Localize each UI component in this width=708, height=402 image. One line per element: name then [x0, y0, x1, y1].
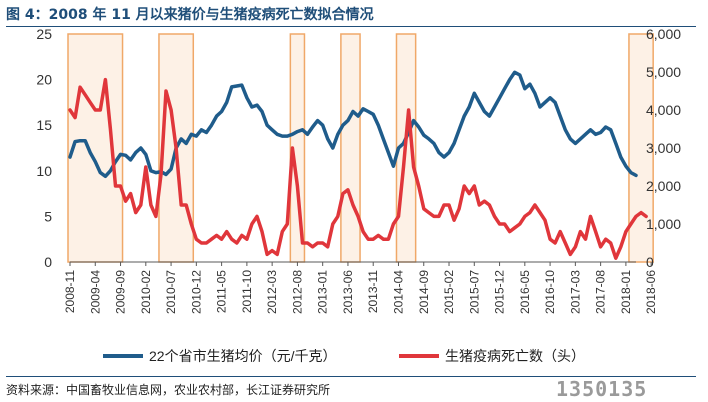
x-axis-tick-label: 2016-05	[518, 270, 532, 314]
series-line-2	[68, 77, 648, 260]
title-divider	[6, 26, 696, 27]
watermark: 1350135	[556, 377, 648, 401]
source-note: 资料来源：中国畜牧业信息网，农业农村部，长江证券研究所	[6, 383, 331, 397]
x-axis-tick-label: 2016-10	[543, 270, 557, 314]
highlight-band	[67, 33, 124, 263]
left-axis-tick-label: 0	[44, 254, 52, 270]
right-axis-tick-label: 3,000	[646, 140, 681, 156]
x-axis-tick-label: 2017-03	[568, 270, 582, 314]
legend-label: 22个省市生猪均价（元/千克）	[149, 348, 336, 364]
right-axis-tick-label: 4,000	[646, 102, 681, 118]
x-axis-tick-label: 2010-12	[189, 270, 203, 314]
right-axis-tick-label: 5,000	[646, 64, 681, 80]
x-axis-tick-label: 2015-12	[493, 270, 507, 314]
x-axis-tick-label: 2010-02	[139, 270, 153, 314]
right-axis-tick-label: 0	[646, 254, 654, 270]
x-axis-tick-label: 2014-04	[391, 270, 405, 314]
x-axis-tick-label: 2011-10	[240, 270, 254, 313]
right-axis-tick-label: 1,000	[646, 216, 681, 232]
x-axis-tick-label: 2018-06	[644, 270, 658, 314]
left-axis-tick-label: 25	[36, 26, 52, 42]
legend: 22个省市生猪均价（元/千克） 生猪疫病死亡数（头）	[103, 348, 585, 364]
x-axis-tick-label: 2012-08	[290, 270, 304, 314]
x-axis-tick-label: 2009-04	[88, 270, 102, 314]
series-line-1	[68, 70, 638, 179]
axes: 0 5 10 15 20 25 0 1,000 2,000 3,000 4,000 5,000 6,00…	[36, 26, 681, 314]
x-axis-tick-label: 2017-08	[594, 270, 608, 314]
x-axis-tick-label: 2015-02	[442, 270, 456, 314]
x-axis-tick-label: 2010-07	[164, 270, 178, 314]
x-axis-tick-label: 2011-05	[215, 270, 229, 313]
x-axis-tick-label: 2008-11	[63, 270, 77, 313]
right-axis-tick-label: 6,000	[646, 26, 681, 42]
x-axis-tick-label: 2018-01	[619, 270, 633, 314]
x-axis-tick-label: 2013-11	[366, 270, 380, 313]
source-divider	[6, 376, 696, 377]
x-axis-tick-label: 2013-06	[341, 270, 355, 314]
right-axis-tick-label: 2,000	[646, 178, 681, 194]
x-axis-tick-label: 2014-09	[417, 270, 431, 314]
series-lines	[68, 70, 648, 260]
x-axis-tick-label: 2013-01	[316, 270, 330, 314]
left-axis-tick-label: 20	[36, 72, 52, 88]
left-axis-tick-label: 10	[36, 163, 52, 179]
chart-title: 图 4：2008 年 11 月以来猪价与生猪疫病死亡数拟合情况	[6, 7, 374, 23]
legend-label: 生猪疫病死亡数（头）	[445, 348, 585, 364]
highlight-band	[340, 33, 361, 263]
left-axis-tick-label: 15	[36, 117, 52, 133]
x-axis-tick-label: 2012-03	[265, 270, 279, 314]
x-axis-tick-label: 2009-09	[114, 270, 128, 314]
left-axis-tick-label: 5	[44, 208, 52, 224]
x-axis-tick-label: 2015-07	[467, 270, 481, 314]
